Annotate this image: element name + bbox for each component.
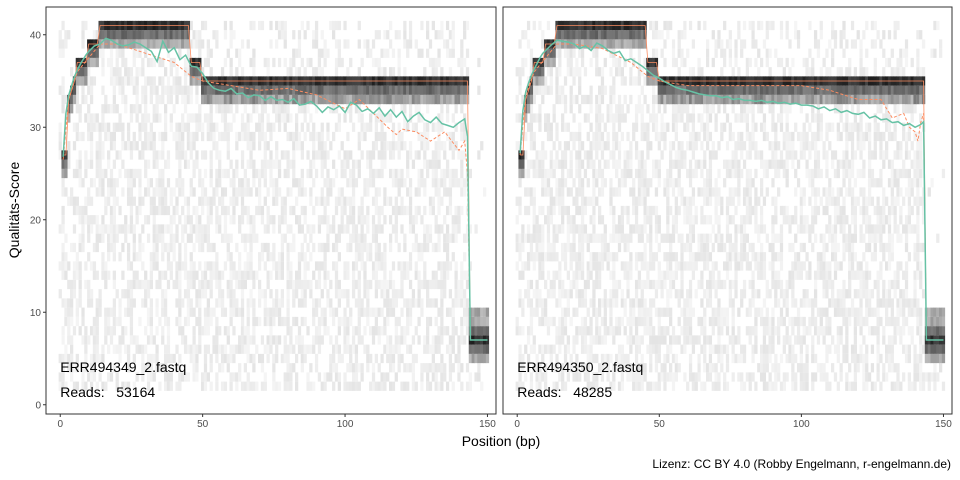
panel-frame: [502, 6, 953, 415]
x-tick-label: 50: [654, 419, 666, 430]
panel-reads-value: 53164: [116, 384, 155, 400]
panel-file-name: ERR494349_2.fastq: [60, 359, 186, 375]
y-tick-label: 30: [30, 123, 42, 134]
y-tick-label: 40: [30, 30, 42, 41]
x-tick-label: 150: [935, 419, 952, 430]
median-line: [520, 25, 944, 341]
license-caption: Lizenz: CC BY 4.0 (Robby Engelmann, r-en…: [652, 457, 951, 471]
x-tick-label: 100: [793, 419, 810, 430]
heatmap-cells: [58, 20, 490, 391]
y-tick-label: 20: [30, 215, 42, 226]
x-tick-label: 0: [514, 419, 520, 430]
y-tick-label: 10: [30, 308, 42, 319]
panel-frame: [45, 6, 497, 415]
panel-reads-label: Reads:: [517, 384, 561, 400]
panel-reads-value: 48285: [573, 384, 612, 400]
median-line: [63, 25, 488, 341]
quantile-line: [519, 43, 944, 341]
panel-2: ERR494350_2.fastq Reads: 48285: [502, 6, 953, 415]
x-tick-label: 150: [479, 419, 496, 430]
mean-line: [519, 39, 944, 341]
x-tick-label: 100: [337, 419, 354, 430]
panel-1: ERR494349_2.fastq Reads: 53164: [45, 6, 497, 415]
y-axis-title: Qualitäts-Score: [6, 162, 22, 259]
x-tick-label: 50: [197, 419, 209, 430]
panel-reads-label: Reads:: [60, 384, 104, 400]
mean-line: [62, 37, 488, 341]
quantile-line: [62, 43, 488, 341]
y-tick-label: 0: [35, 400, 41, 411]
x-tick-label: 0: [57, 419, 63, 430]
heatmap-cells: [515, 20, 946, 391]
panel-file-name: ERR494350_2.fastq: [517, 359, 643, 375]
x-axis-title: Position (bp): [462, 433, 541, 449]
